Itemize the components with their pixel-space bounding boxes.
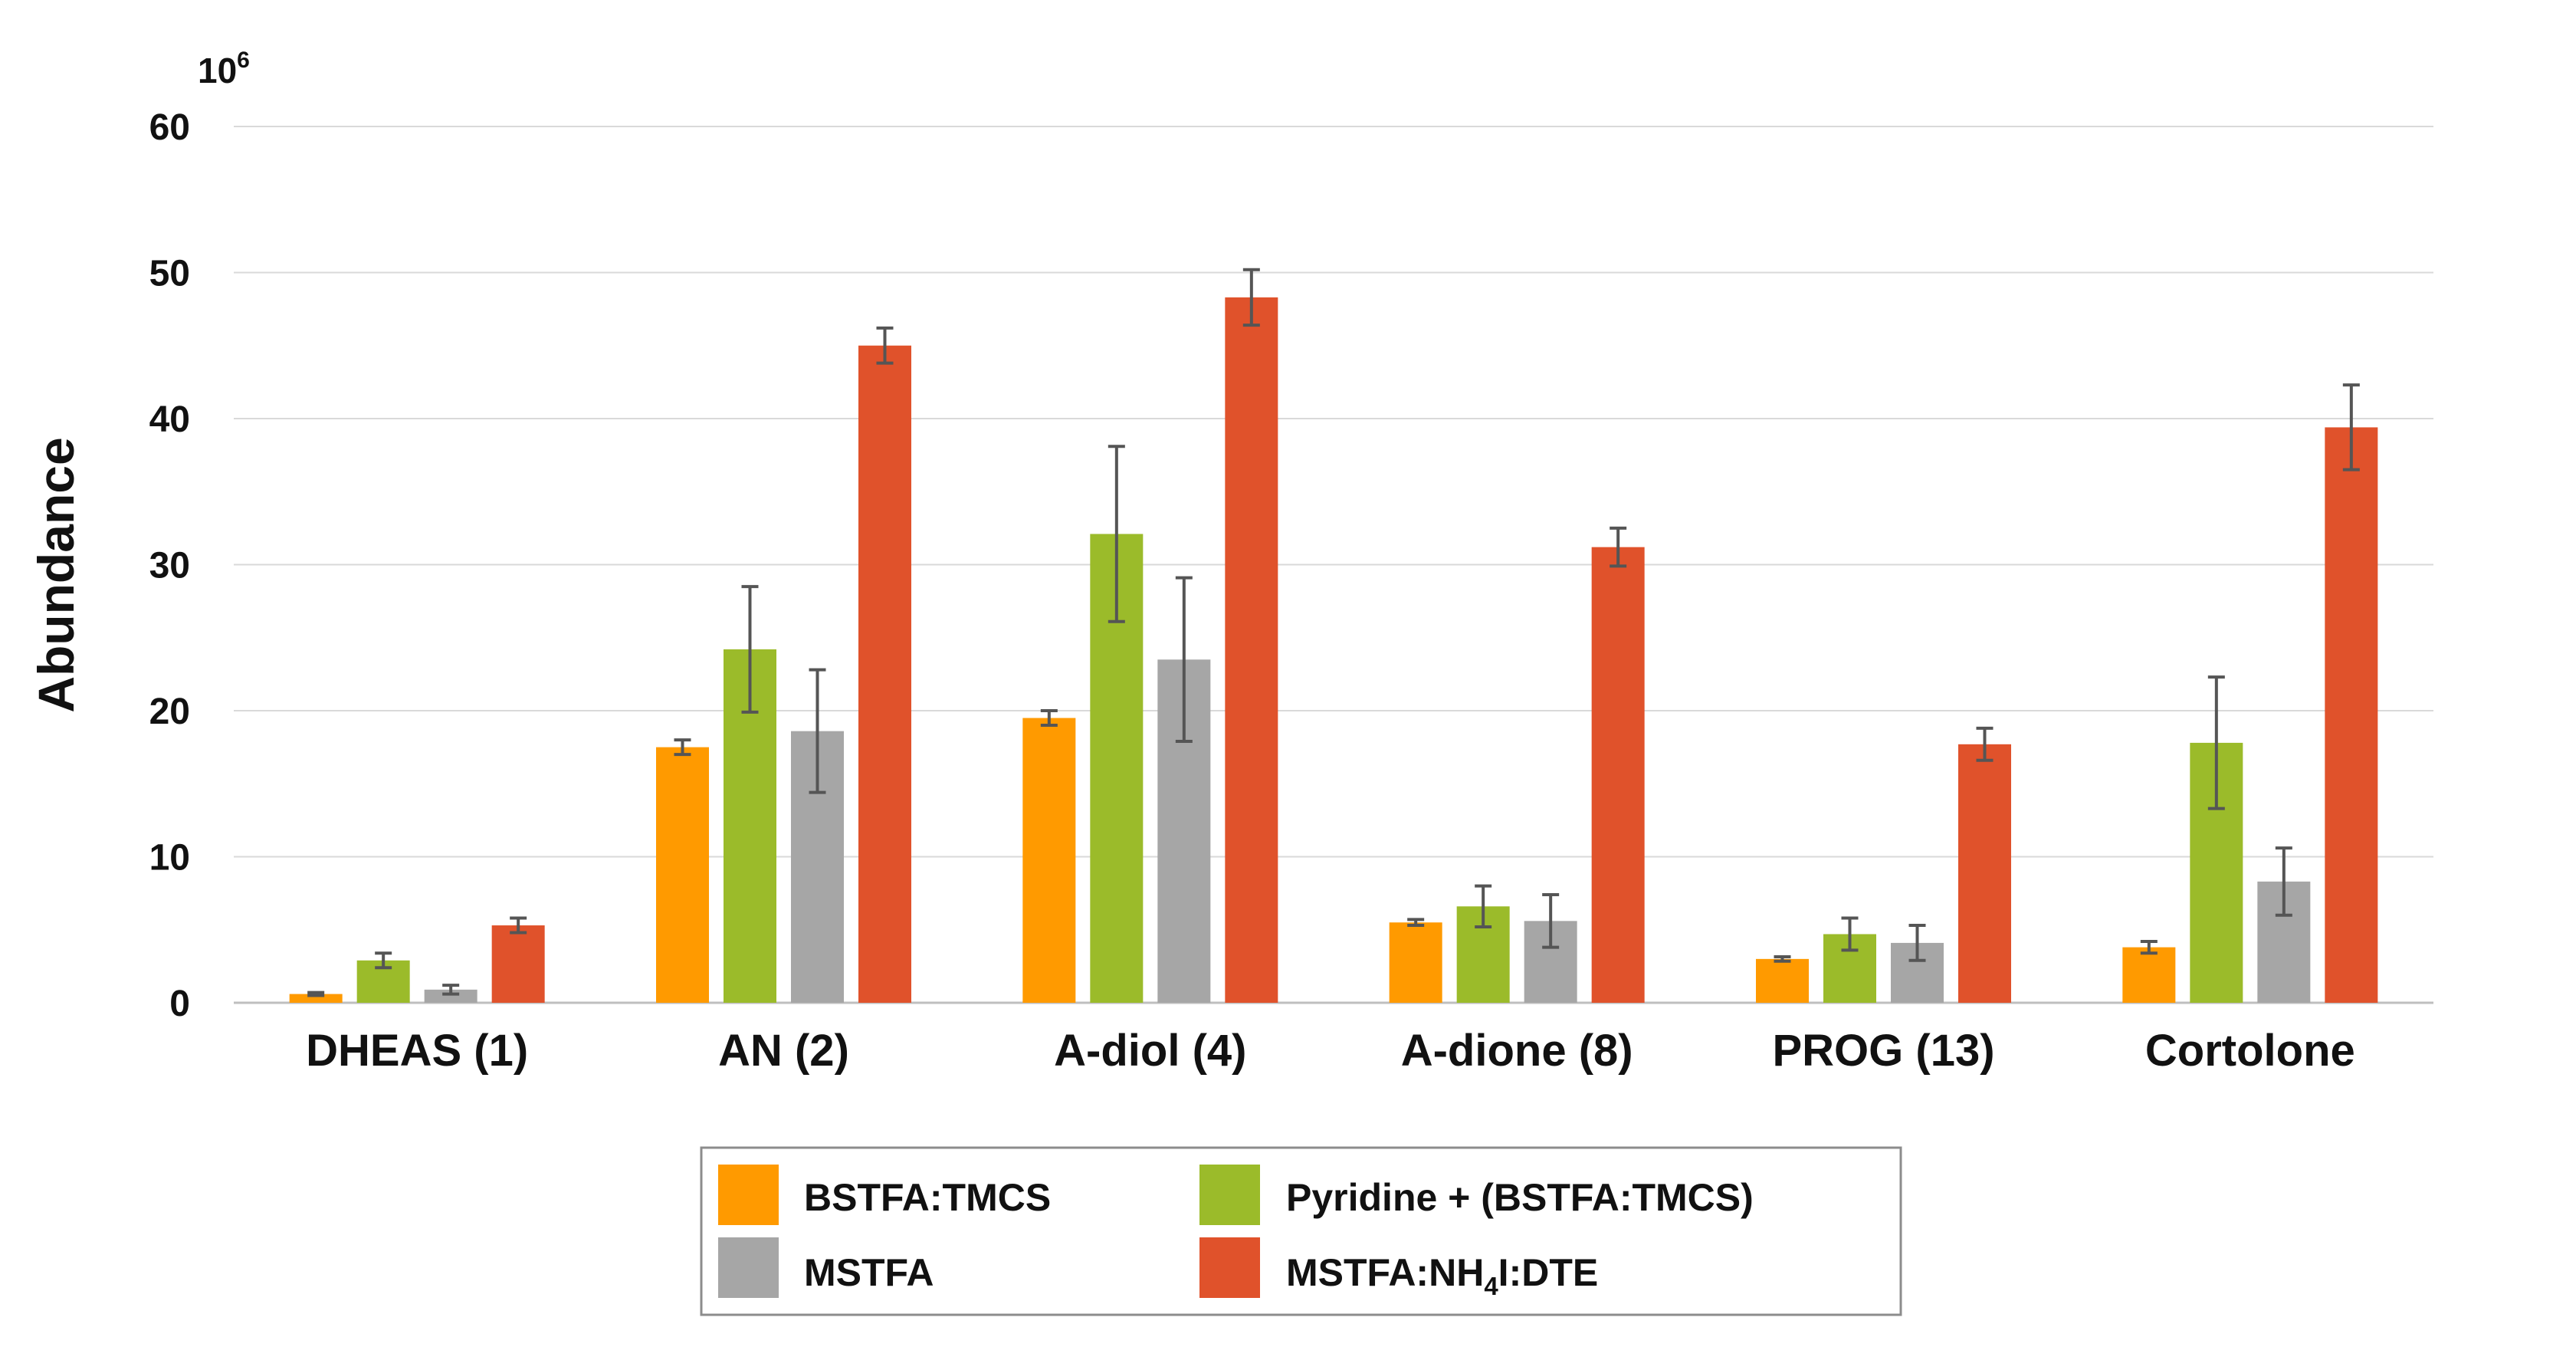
bar-a-dione-8-series-3 <box>1591 547 1645 1003</box>
bar-an-2-series-3 <box>858 345 911 1003</box>
error-bars <box>307 268 2360 997</box>
error-bar-cortolone-series-0 <box>2140 939 2158 955</box>
error-bar-a-diol-4-series-0 <box>1040 709 1058 728</box>
error-bar-a-dione-8-series-3 <box>1610 526 1627 568</box>
error-bar-a-dione-8-series-1 <box>1475 884 1492 928</box>
y-tick-label-50: 50 <box>149 254 190 294</box>
error-bar-dheas-1-series-1 <box>375 951 392 970</box>
error-bar-cortolone-series-2 <box>2275 846 2292 917</box>
bars <box>289 297 2378 1003</box>
legend-swatch-mstfa <box>718 1237 779 1298</box>
error-bar-prog-13-series-2 <box>1908 924 1926 962</box>
category-label-a-dione-8: A-dione (8) <box>1401 1026 1633 1076</box>
error-bar-dheas-1-series-0 <box>307 991 325 997</box>
y-multiplier: 106 <box>198 48 250 90</box>
y-multiplier-base: 10 <box>198 51 237 90</box>
bar-a-diol-4-series-3 <box>1225 297 1278 1003</box>
error-bar-a-diol-4-series-3 <box>1242 268 1260 327</box>
legend-swatch-pyridine <box>1199 1165 1260 1225</box>
y-tick-label-20: 20 <box>149 692 190 732</box>
legend-label-part-a: MSTFA:NH <box>1286 1251 1484 1294</box>
legend-label-subscript: 4 <box>1484 1272 1498 1300</box>
y-tick-label-10: 10 <box>149 838 190 879</box>
error-bar-a-diol-4-series-2 <box>1175 576 1193 744</box>
bar-an-2-series-0 <box>656 747 709 1003</box>
error-bar-an-2-series-2 <box>809 668 826 794</box>
bar-prog-13-series-0 <box>1756 958 1809 1003</box>
y-tick-label-0: 0 <box>169 984 190 1024</box>
legend: BSTFA:TMCS Pyridine + (BSTFA:TMCS) MSTFA… <box>700 1146 1902 1316</box>
legend-swatch-bstfa-tmcs <box>718 1165 779 1225</box>
category-labels: DHEAS (1) AN (2) A-diol (4) A-dione (8) PROG… <box>306 1026 2355 1076</box>
error-bar-an-2-series-1 <box>741 585 759 714</box>
category-label-cortolone: Cortolone <box>2145 1026 2355 1076</box>
y-axis-title: Abundance <box>28 437 84 712</box>
y-tick-label-40: 40 <box>149 399 190 440</box>
error-bar-an-2-series-3 <box>876 326 894 365</box>
category-label-dheas-1: DHEAS (1) <box>306 1026 528 1076</box>
error-bar-dheas-1-series-3 <box>510 916 527 935</box>
bar-dheas-1-series-3 <box>491 925 545 1003</box>
error-bar-prog-13-series-1 <box>1841 916 1859 952</box>
legend-label-mstfa-nh4i-dte: MSTFA:NH4I:DTE <box>1286 1251 1598 1300</box>
error-bar-dheas-1-series-2 <box>442 984 460 996</box>
legend-label-part-b: I:DTE <box>1498 1251 1599 1294</box>
bar-cortolone-series-0 <box>2122 947 2176 1003</box>
error-bar-an-2-series-0 <box>674 738 691 757</box>
category-label-prog-13: PROG (13) <box>1772 1026 1994 1076</box>
y-tick-label-60: 60 <box>149 107 190 148</box>
error-bar-a-dione-8-series-2 <box>1542 893 1560 949</box>
bar-prog-13-series-3 <box>1958 744 2011 1003</box>
y-tick-labels: 0 10 20 30 40 50 60 <box>149 107 190 1024</box>
category-label-a-diol-4: A-diol (4) <box>1054 1026 1246 1076</box>
y-multiplier-exponent: 6 <box>237 48 250 73</box>
error-bar-prog-13-series-3 <box>1976 726 1994 762</box>
bar-cortolone-series-3 <box>2325 427 2378 1003</box>
error-bar-cortolone-series-3 <box>2342 383 2360 471</box>
bar-a-diol-4-series-0 <box>1022 718 1076 1003</box>
gridlines <box>234 126 2433 1004</box>
legend-label-pyridine: Pyridine + (BSTFA:TMCS) <box>1286 1176 1754 1219</box>
error-bar-prog-13-series-0 <box>1774 954 1791 963</box>
category-label-an-2: AN (2) <box>718 1026 849 1076</box>
error-bar-a-dione-8-series-0 <box>1407 918 1425 928</box>
y-tick-label-30: 30 <box>149 546 190 586</box>
error-bar-a-diol-4-series-1 <box>1108 445 1125 623</box>
legend-swatch-mstfa-nh4i-dte <box>1199 1237 1260 1298</box>
bar-a-dione-8-series-0 <box>1389 922 1442 1003</box>
error-bar-cortolone-series-1 <box>2207 675 2225 810</box>
legend-label-mstfa: MSTFA <box>804 1251 934 1294</box>
legend-frame <box>700 1146 1902 1316</box>
bar-dheas-1-series-0 <box>289 994 343 1003</box>
legend-label-bstfa-tmcs: BSTFA:TMCS <box>804 1176 1051 1219</box>
bar-dheas-1-series-2 <box>424 989 477 1003</box>
